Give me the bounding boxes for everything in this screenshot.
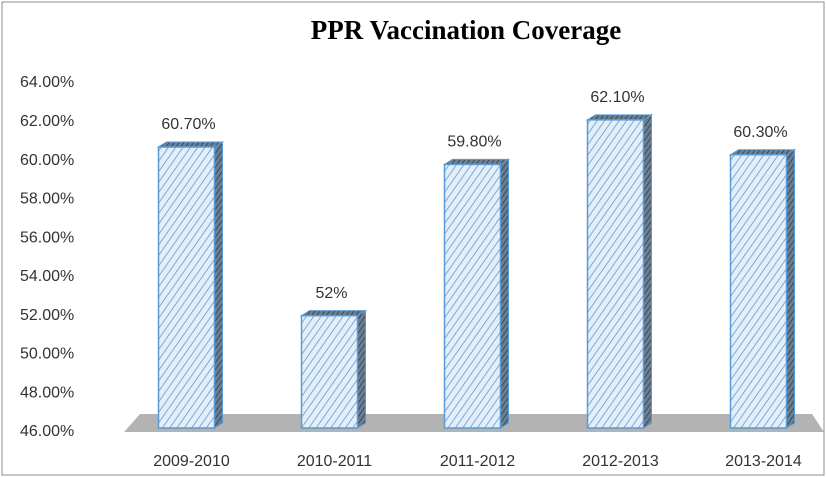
bar-side xyxy=(643,113,652,429)
data-label: 52% xyxy=(315,285,347,302)
bar-side xyxy=(500,158,509,429)
bar-side xyxy=(357,309,366,429)
x-tick-label: 2011-2012 xyxy=(440,453,515,470)
y-tick-label: 54.00% xyxy=(20,268,74,285)
bar xyxy=(157,146,216,429)
bar xyxy=(300,314,359,429)
y-tick-label: 46.00% xyxy=(20,423,74,440)
y-tick-label: 52.00% xyxy=(20,307,74,324)
data-label: 60.70% xyxy=(161,116,215,133)
x-tick-label: 2009-2010 xyxy=(153,453,230,470)
bar xyxy=(443,163,502,429)
x-tick-label: 2012-2013 xyxy=(582,453,659,470)
y-tick-label: 62.00% xyxy=(20,113,74,130)
y-tick-label: 64.00% xyxy=(20,74,74,91)
data-label: 59.80% xyxy=(447,134,501,151)
y-tick-label: 58.00% xyxy=(20,191,74,208)
data-label: 62.10% xyxy=(590,89,644,106)
y-tick-label: 56.00% xyxy=(20,229,74,246)
bar xyxy=(729,153,788,429)
bar-side xyxy=(786,148,795,429)
bar xyxy=(586,119,645,429)
data-label: 60.30% xyxy=(733,124,787,141)
bar-side xyxy=(214,141,223,429)
y-tick-label: 48.00% xyxy=(20,384,74,401)
chart-title: PPR Vaccination Coverage xyxy=(311,15,621,45)
x-tick-label: 2010-2011 xyxy=(297,453,372,470)
x-tick-label: 2013-2014 xyxy=(725,453,802,470)
y-tick-label: 60.00% xyxy=(20,152,74,169)
y-tick-label: 50.00% xyxy=(20,346,74,363)
